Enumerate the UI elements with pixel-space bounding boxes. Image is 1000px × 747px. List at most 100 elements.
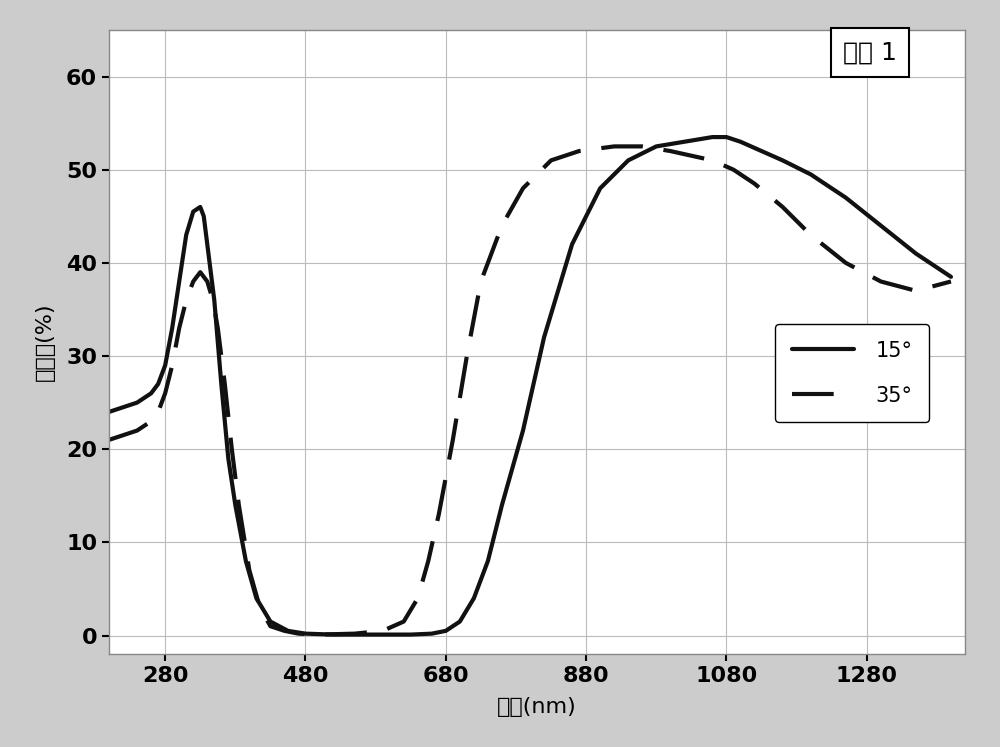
35°: [201, 277, 213, 286]
15°: [910, 249, 922, 258]
15°: [173, 277, 185, 286]
35°: [145, 417, 157, 426]
15°: [250, 594, 262, 603]
15°: [180, 230, 192, 239]
35°: [173, 323, 185, 332]
35°: [194, 267, 206, 276]
35°: [496, 221, 508, 230]
35°: [608, 142, 620, 151]
15°: [131, 398, 143, 407]
35°: [264, 622, 276, 630]
35°: [777, 202, 789, 211]
35°: [314, 630, 326, 639]
15°: [103, 407, 115, 416]
15°: [299, 629, 311, 638]
15°: [194, 202, 206, 211]
35°: [727, 165, 739, 174]
X-axis label: 波长(nm): 波长(nm): [497, 697, 577, 717]
35°: [664, 146, 676, 155]
Y-axis label: 反射率(%): 反射率(%): [35, 303, 55, 382]
15°: [678, 137, 690, 146]
15°: [282, 627, 294, 636]
15°: [566, 240, 578, 249]
35°: [226, 444, 238, 453]
15°: [198, 212, 210, 221]
15°: [777, 156, 789, 165]
Line: 15°: 15°: [109, 137, 951, 635]
15°: [468, 594, 480, 603]
35°: [219, 379, 231, 388]
15°: [426, 629, 438, 638]
35°: [573, 146, 585, 155]
35°: [292, 629, 304, 638]
15°: [215, 379, 227, 388]
15°: [720, 133, 732, 142]
35°: [233, 500, 245, 509]
35°: [152, 407, 164, 416]
15°: [454, 617, 466, 626]
15°: [840, 193, 852, 202]
15°: [945, 273, 957, 282]
15°: [517, 426, 529, 435]
15°: [264, 617, 276, 626]
15°: [756, 146, 768, 155]
35°: [159, 388, 171, 397]
35°: [103, 436, 115, 444]
15°: [229, 500, 241, 509]
15°: [222, 454, 234, 463]
Text: 实例 1: 实例 1: [843, 40, 897, 64]
35°: [545, 156, 557, 165]
35°: [187, 277, 199, 286]
35°: [840, 258, 852, 267]
35°: [180, 296, 192, 305]
15°: [328, 630, 340, 639]
15°: [240, 557, 252, 565]
35°: [349, 629, 361, 638]
15°: [734, 137, 746, 146]
15°: [805, 170, 817, 179]
35°: [749, 179, 761, 188]
15°: [159, 361, 171, 370]
35°: [706, 156, 718, 165]
35°: [636, 142, 648, 151]
35°: [212, 323, 224, 332]
15°: [440, 627, 452, 636]
15°: [650, 142, 662, 151]
35°: [243, 565, 255, 574]
35°: [433, 510, 445, 519]
35°: [875, 277, 887, 286]
35°: [166, 361, 178, 370]
15°: [875, 221, 887, 230]
35°: [422, 557, 434, 565]
35°: [685, 151, 697, 160]
15°: [706, 133, 718, 142]
35°: [254, 603, 266, 612]
15°: [496, 500, 508, 509]
35°: [461, 352, 473, 361]
15°: [405, 630, 417, 639]
15°: [538, 333, 550, 342]
15°: [622, 156, 634, 165]
35°: [475, 277, 487, 286]
35°: [412, 594, 424, 603]
15°: [187, 207, 199, 216]
15°: [594, 184, 606, 193]
15°: [145, 388, 157, 397]
35°: [131, 426, 143, 435]
35°: [207, 296, 219, 305]
35°: [805, 230, 817, 239]
35°: [517, 184, 529, 193]
15°: [482, 557, 494, 565]
Line: 35°: 35°: [109, 146, 951, 635]
15°: [208, 296, 220, 305]
35°: [377, 627, 389, 636]
15°: [201, 240, 213, 249]
15°: [152, 379, 164, 388]
15°: [166, 323, 178, 332]
35°: [945, 277, 957, 286]
35°: [398, 617, 410, 626]
35°: [278, 627, 290, 636]
35°: [447, 436, 459, 444]
Legend: 15°, 35°: 15°, 35°: [775, 324, 929, 422]
35°: [910, 286, 922, 295]
